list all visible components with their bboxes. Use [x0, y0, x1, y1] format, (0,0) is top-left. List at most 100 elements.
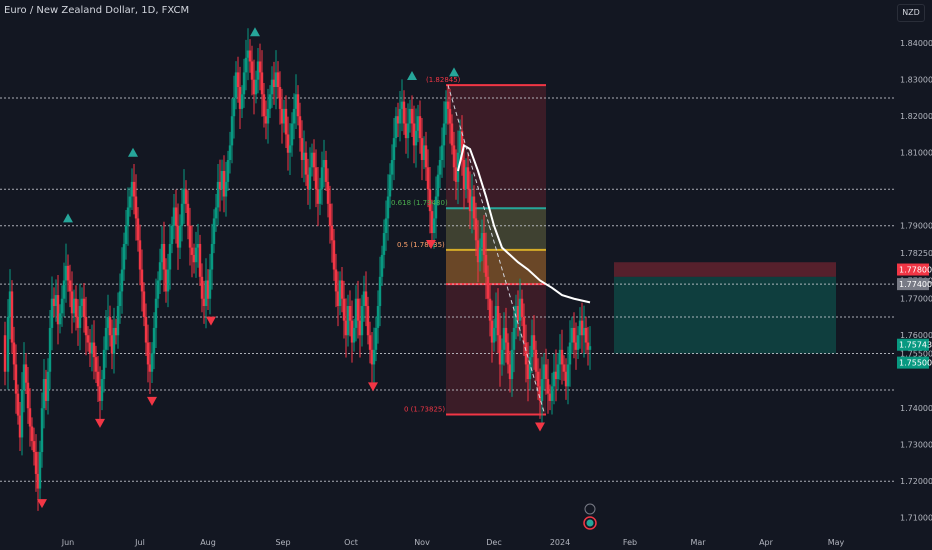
candle-body	[76, 316, 80, 328]
candle-body	[314, 167, 318, 190]
candle-body	[10, 291, 14, 343]
candle-body	[222, 170, 226, 197]
candle-body	[12, 342, 16, 365]
position-stop-zone	[614, 262, 836, 277]
candle-body	[294, 94, 298, 109]
candle-body	[230, 116, 234, 146]
candle-body	[214, 207, 218, 219]
candle-body	[176, 225, 180, 248]
candle-body	[442, 123, 446, 146]
candle-body	[452, 145, 456, 168]
candle-body	[426, 167, 430, 190]
candle-body	[550, 386, 554, 401]
candle-body	[488, 298, 492, 321]
candle-body	[558, 349, 562, 365]
candle-body	[160, 243, 164, 263]
candle-body	[410, 108, 414, 124]
candle-body	[254, 79, 258, 95]
price-tag-box	[897, 356, 929, 369]
candle-body	[24, 364, 28, 383]
candle-body	[416, 116, 420, 131]
candle-body	[512, 327, 516, 350]
currency-button[interactable]: NZD	[897, 4, 925, 22]
candle-body	[208, 269, 212, 299]
candle-body	[152, 327, 156, 354]
candle-body	[40, 408, 44, 453]
candle-body	[250, 61, 254, 80]
candle-body	[114, 327, 118, 336]
candle-body	[362, 291, 366, 307]
candle-body	[292, 108, 296, 124]
candle-body	[576, 335, 580, 350]
x-tick-label: Jul	[134, 538, 145, 547]
price-tag-box	[897, 338, 929, 351]
candle-body	[48, 327, 52, 372]
candle-body	[258, 61, 262, 73]
buy-signal-arrow	[449, 67, 459, 77]
candle-body	[226, 160, 230, 182]
candle-body	[546, 379, 550, 394]
candle-body	[478, 247, 482, 263]
candle-body	[544, 364, 548, 380]
y-tick-label: 1.84000	[900, 39, 932, 48]
candle-body	[240, 94, 244, 109]
candle-body	[422, 145, 426, 161]
candle-body	[326, 181, 330, 204]
candle-body	[328, 203, 332, 226]
candle-body	[308, 167, 312, 190]
y-tick-label: 1.72000	[900, 477, 932, 486]
candle-body	[516, 306, 520, 321]
candle-body	[466, 167, 470, 190]
candle-body	[470, 196, 474, 212]
candle-body	[560, 349, 564, 365]
candle-body	[564, 371, 568, 387]
candle-body	[174, 207, 178, 226]
candle-body	[78, 306, 82, 328]
candle-body	[526, 364, 530, 380]
candle-body	[148, 364, 152, 372]
candle-body	[246, 50, 250, 58]
candle-body	[232, 97, 236, 117]
candle-body	[336, 291, 340, 307]
candle-body	[262, 94, 266, 117]
candle-body	[164, 269, 168, 292]
candle-body	[450, 123, 454, 146]
candle-body	[242, 72, 246, 95]
candle-body	[586, 342, 590, 350]
candle-body	[468, 189, 472, 212]
candle-body	[520, 298, 524, 317]
candle-body	[302, 152, 306, 161]
candle-body	[274, 72, 278, 88]
candle-body	[186, 203, 190, 226]
candle-body	[436, 174, 440, 197]
candle-body	[280, 108, 284, 124]
candle-body	[260, 72, 264, 95]
candle-body	[236, 72, 240, 88]
candle-body	[562, 364, 566, 372]
sell-signal-arrow	[37, 499, 47, 509]
lightning-icon	[584, 503, 596, 515]
candle-body	[84, 316, 88, 336]
candle-body	[312, 152, 316, 168]
x-tick-label: Aug	[200, 538, 216, 547]
markers-layer	[37, 27, 597, 530]
candle-body	[402, 101, 406, 124]
candle-body	[288, 145, 292, 153]
candle-body	[298, 116, 302, 139]
candle-body	[3, 335, 7, 372]
candle-body	[304, 152, 308, 175]
candle-body	[518, 298, 522, 321]
candle-body	[170, 225, 174, 244]
candle-body	[392, 138, 396, 161]
candle-body	[378, 276, 382, 307]
candle-body	[124, 225, 128, 244]
candle-body	[20, 389, 24, 438]
candle-body	[210, 243, 214, 270]
candle-body	[464, 167, 468, 190]
candle-body	[190, 247, 194, 255]
candle-body	[50, 298, 54, 328]
y-tick-label: 1.74000	[900, 404, 932, 413]
candle-body	[28, 408, 32, 427]
candle-body	[320, 167, 324, 190]
